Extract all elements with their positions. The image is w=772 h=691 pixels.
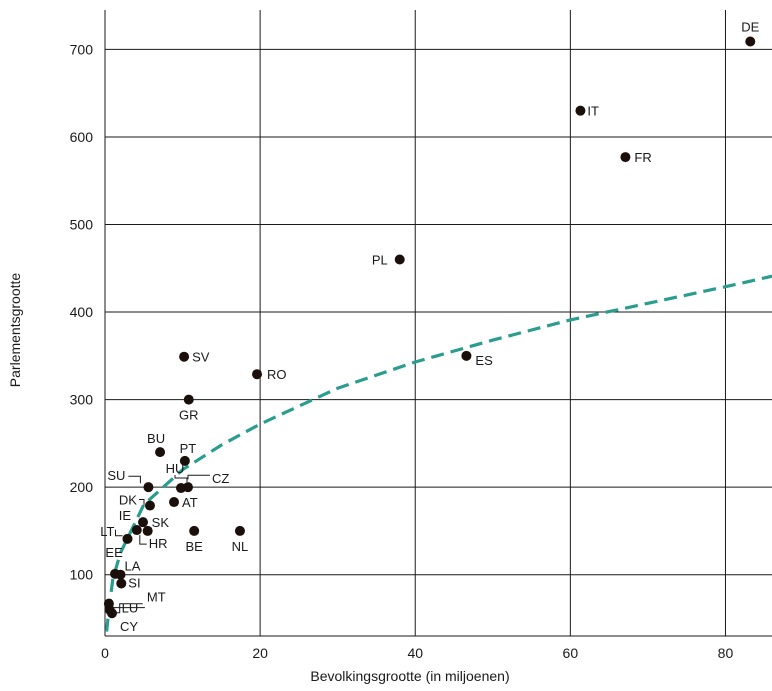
data-point-sk	[142, 525, 153, 536]
point-label-at: AT	[182, 495, 198, 510]
data-point-cy	[106, 608, 117, 619]
data-point-si	[116, 578, 127, 589]
point-label-be: BE	[186, 539, 204, 554]
y-tick-label: 400	[70, 304, 94, 320]
point-label-sv: SV	[192, 350, 210, 365]
data-point-bu	[155, 447, 166, 458]
point-label-mt: MT	[147, 590, 166, 605]
x-axis-title: Bevolkingsgrootte (in miljoenen)	[310, 668, 509, 684]
point-label-es: ES	[475, 353, 493, 368]
data-point-fr	[620, 152, 631, 163]
y-axis: 100 200 300 400 500 600 700	[70, 41, 94, 582]
y-tick-label: 700	[70, 41, 94, 57]
point-label-lu: LU	[122, 601, 139, 616]
x-tick-label: 40	[407, 645, 423, 661]
data-point-pt	[179, 455, 190, 466]
data-point-de	[745, 36, 756, 47]
data-point-mt	[103, 598, 114, 609]
data-point-dk	[144, 500, 155, 511]
y-axis-title: Parlementsgrootte	[7, 273, 23, 388]
leader-line	[187, 474, 210, 480]
y-tick-label: 600	[70, 129, 94, 145]
point-label-cy: CY	[120, 619, 138, 634]
x-tick-label: 80	[718, 645, 734, 661]
point-label-si: SI	[128, 575, 140, 590]
x-tick-label: 0	[101, 645, 109, 661]
y-tick-label: 200	[70, 479, 94, 495]
trend-curve-layer	[105, 274, 772, 632]
point-label-nl: NL	[232, 539, 249, 554]
data-point-pl	[394, 254, 405, 265]
points-layer	[103, 36, 756, 619]
data-point-nl	[234, 525, 245, 536]
data-point-sv	[179, 351, 190, 362]
point-labels-layer: DE IT FR PL ES SV RO GR BU PT SU HU CZ DK AT IE SK LT HR BE…	[100, 20, 759, 635]
data-point-lt	[122, 533, 133, 544]
data-point-at	[169, 497, 180, 508]
point-label-la: LA	[125, 559, 141, 574]
y-tick-label: 100	[70, 567, 94, 583]
point-label-pt: PT	[180, 441, 197, 456]
point-label-su: SU	[107, 468, 125, 483]
point-label-ee: EE	[105, 545, 123, 560]
point-label-de: DE	[741, 20, 759, 35]
point-label-dk: DK	[119, 493, 137, 508]
label-leader-lines	[112, 474, 210, 614]
point-label-hu: HU	[166, 461, 185, 476]
data-point-la	[115, 569, 126, 580]
point-label-ie: IE	[119, 508, 132, 523]
point-label-gr: GR	[179, 408, 199, 423]
data-point-ie	[138, 517, 149, 528]
x-axis: 0 20 40 60 80	[101, 645, 733, 661]
data-point-hr	[131, 525, 142, 536]
point-label-cz: CZ	[212, 471, 229, 486]
y-tick-label: 300	[70, 392, 94, 408]
point-label-hr: HR	[149, 536, 168, 551]
y-tick-label: 500	[70, 217, 94, 233]
data-point-be	[189, 525, 200, 536]
point-label-lt: LT	[100, 524, 114, 539]
leader-line	[112, 603, 143, 614]
x-tick-label: 20	[252, 645, 268, 661]
data-point-cz	[182, 482, 193, 493]
data-point-su	[143, 482, 154, 493]
data-point-it	[575, 105, 586, 116]
point-label-it: IT	[587, 104, 599, 119]
data-point-ro	[252, 369, 263, 380]
point-label-fr: FR	[634, 150, 651, 165]
point-label-ro: RO	[267, 367, 287, 382]
leader-line	[115, 529, 123, 537]
data-point-gr	[183, 394, 194, 405]
leader-line	[128, 475, 141, 484]
grid	[104, 10, 772, 637]
point-label-pl: PL	[372, 253, 388, 268]
x-tick-label: 60	[563, 645, 579, 661]
point-label-sk: SK	[152, 515, 170, 530]
leader-line	[139, 499, 145, 506]
leader-line	[174, 475, 188, 482]
trend-curve	[105, 274, 772, 632]
point-label-bu: BU	[147, 431, 165, 446]
leader-line	[139, 535, 147, 545]
data-point-es	[461, 350, 472, 361]
